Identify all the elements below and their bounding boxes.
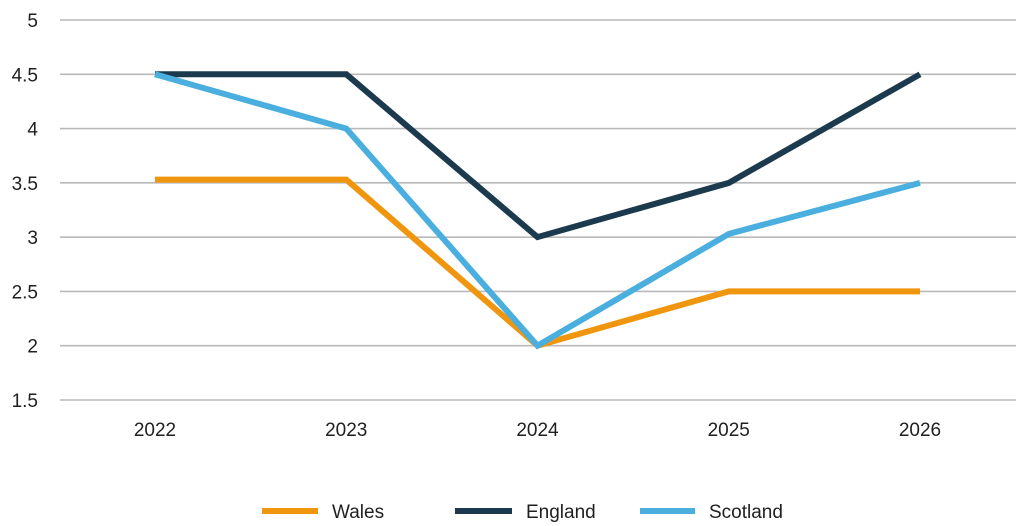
- x-tick-label: 2026: [899, 420, 941, 441]
- series-line-scotland: [154, 71, 921, 350]
- y-tick-label: 4.5: [12, 65, 38, 86]
- legend-label-scotland: Scotland: [709, 502, 783, 523]
- legend-item-scotland: Scotland: [640, 502, 783, 523]
- series-lines: [154, 71, 922, 350]
- legend-label-england: England: [526, 502, 596, 523]
- y-tick-label: 2.5: [12, 282, 38, 303]
- series-line-wales: [155, 176, 920, 350]
- y-tick-label: 5: [27, 11, 38, 32]
- y-tick-label: 2: [27, 337, 38, 358]
- x-tick-label: 2022: [134, 420, 176, 441]
- y-tick-label: 1.5: [12, 391, 38, 412]
- series-line-england: [155, 71, 922, 241]
- y-axis-tick-labels: 1.5 2 2.5 3 3.5 4 4.5 5: [12, 11, 39, 412]
- legend-item-wales: Wales: [262, 502, 384, 523]
- x-tick-label: 2024: [516, 420, 559, 441]
- legend: Wales England Scotland: [262, 502, 783, 523]
- y-tick-label: 3: [27, 228, 38, 249]
- legend-label-wales: Wales: [332, 502, 384, 523]
- legend-item-england: England: [455, 502, 596, 523]
- x-tick-label: 2023: [325, 420, 367, 441]
- x-axis-tick-labels: 2022 2023 2024 2025 2026: [134, 420, 941, 441]
- x-tick-label: 2025: [708, 420, 750, 441]
- y-tick-label: 4: [27, 120, 38, 141]
- y-tick-label: 3.5: [12, 174, 38, 195]
